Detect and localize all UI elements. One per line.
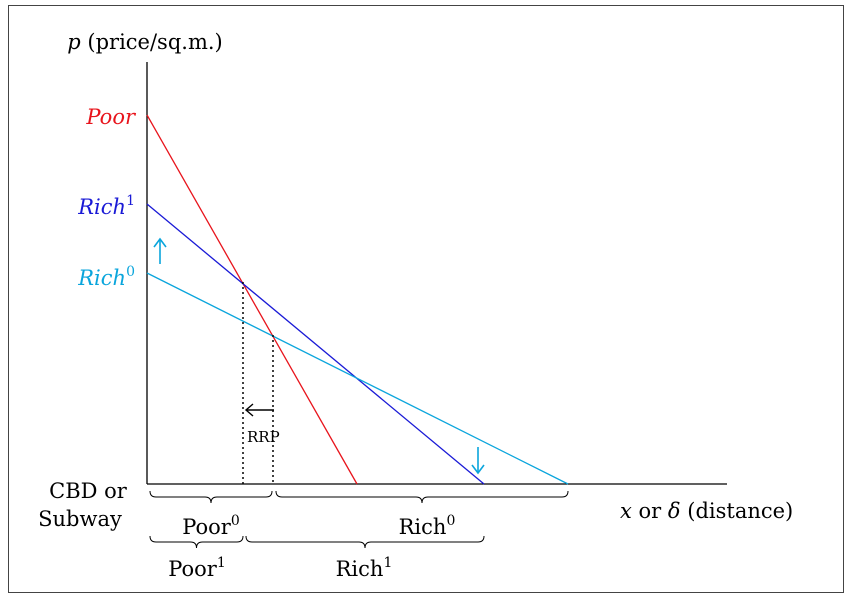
curve-label: Rich0 bbox=[77, 264, 135, 290]
rrp-label: RRP bbox=[247, 428, 280, 446]
down-arrow bbox=[471, 447, 485, 475]
y-axis-label: p (price/sq.m.) bbox=[67, 30, 222, 54]
shift-arrow bbox=[244, 403, 274, 417]
curve-label: Rich1 bbox=[77, 193, 135, 219]
zone-label: Rich1 bbox=[336, 555, 393, 581]
curve-label: Poor bbox=[85, 105, 137, 129]
x-axis-label: x or δ (distance) bbox=[620, 499, 793, 523]
zone-label: Rich0 bbox=[399, 513, 456, 539]
rich1-curve bbox=[146, 203, 485, 485]
up-arrow bbox=[153, 237, 167, 264]
rich0-curve bbox=[146, 272, 569, 485]
brace bbox=[245, 535, 485, 549]
frame bbox=[8, 5, 844, 593]
zone-label: Poor0 bbox=[182, 513, 240, 539]
brace bbox=[149, 535, 244, 549]
brace bbox=[149, 490, 273, 504]
poor-curve bbox=[146, 114, 358, 485]
origin-label: CBD or bbox=[49, 479, 128, 503]
zone-label: Poor1 bbox=[168, 555, 226, 581]
brace bbox=[275, 490, 569, 504]
origin-label: Subway bbox=[38, 507, 122, 531]
